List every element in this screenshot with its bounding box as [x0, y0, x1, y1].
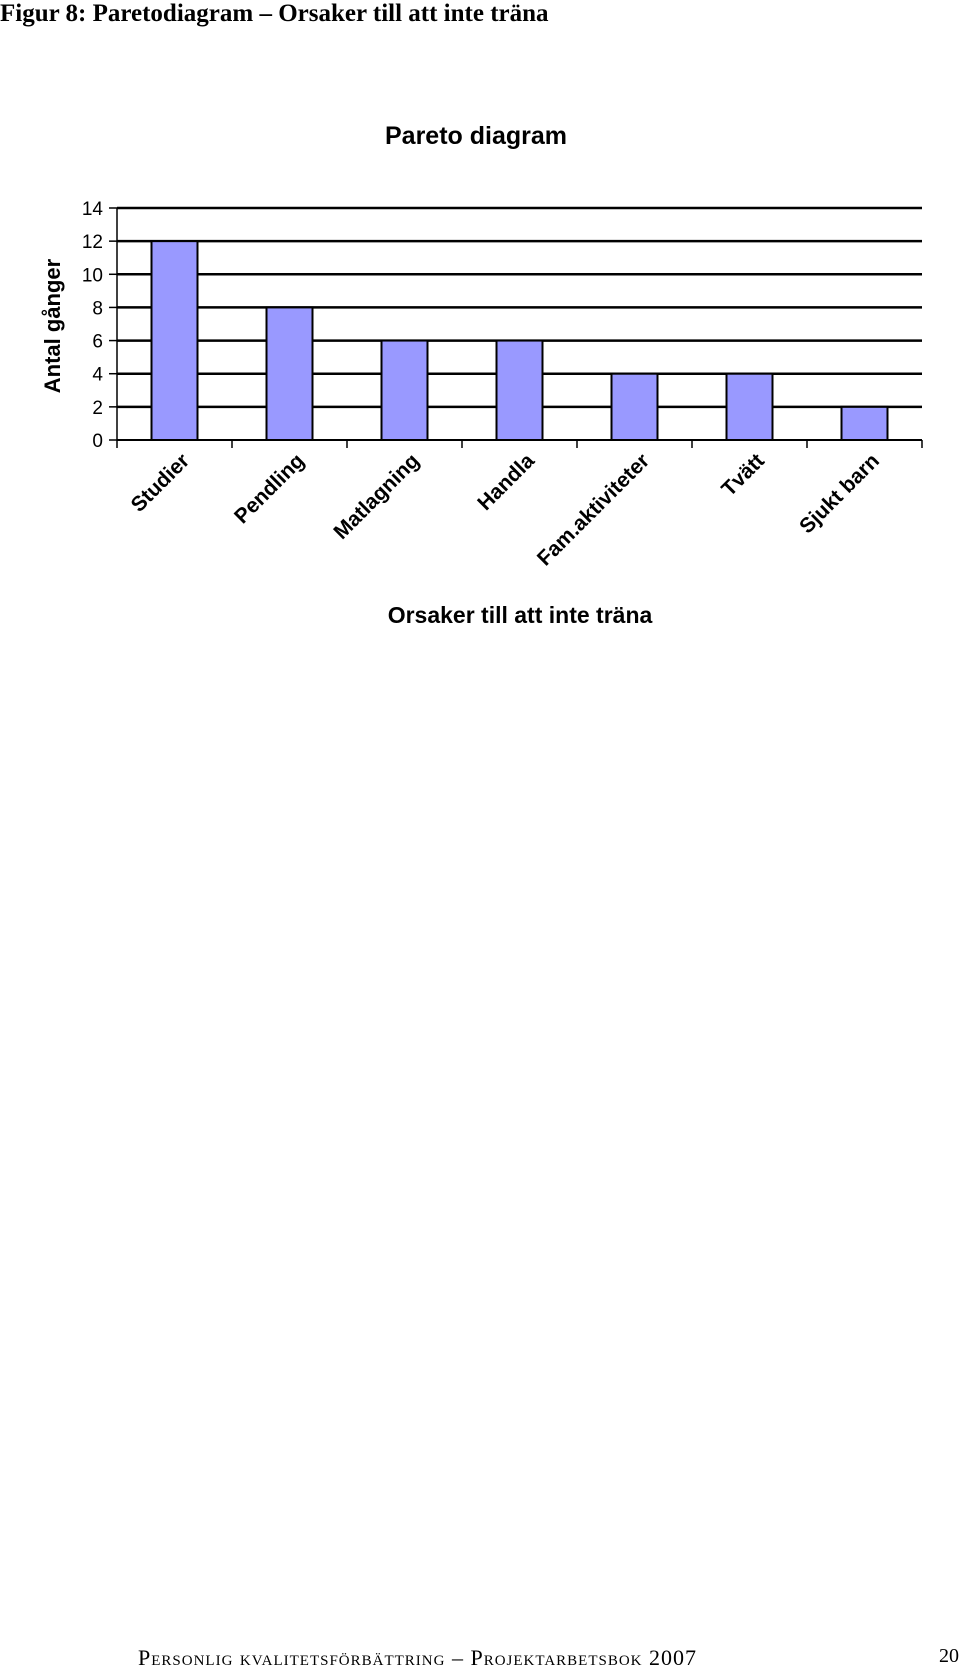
y-tick-label: 14	[82, 199, 104, 220]
y-tick-label: 12	[82, 232, 103, 253]
y-tick-labels: 0 2 4 6 8 10 12 14	[82, 199, 104, 452]
footer-text: Personlig kvalitetsförbättring – Projekt…	[138, 1645, 698, 1670]
y-axis-label: Antal gånger	[40, 258, 65, 393]
x-tick-label: Tvätt	[717, 449, 769, 501]
bar	[150, 240, 199, 441]
bar	[725, 372, 774, 442]
x-tick-label: Studier	[127, 449, 194, 516]
bar	[495, 339, 544, 442]
y-tick-label: 8	[92, 298, 103, 319]
y-tick-label: 10	[82, 265, 103, 286]
chart-title: Pareto diagram	[385, 122, 567, 150]
bar	[610, 372, 659, 442]
bar	[265, 306, 314, 441]
y-tick-label: 4	[92, 365, 103, 386]
x-tick-label: Sjukt barn	[795, 449, 884, 538]
y-tick-label: 2	[92, 398, 103, 419]
bar	[380, 339, 429, 442]
y-tick-label: 6	[92, 332, 103, 353]
y-tick-label: 0	[92, 431, 103, 452]
pareto-chart: Pareto diagram Antal gånger 02468101214 …	[40, 122, 923, 628]
bar	[840, 405, 889, 442]
x-tick-label: Fam.aktiviteter	[533, 449, 654, 570]
x-tick-label: Matlagning	[329, 449, 424, 544]
figure-caption: Figur 8: Paretodiagram – Orsaker till at…	[0, 0, 549, 27]
x-axis-label: Orsaker till att inte träna	[388, 602, 653, 628]
axes	[109, 207, 923, 448]
x-tick-label: Pendling	[230, 449, 309, 528]
x-tick-label: Handla	[473, 449, 539, 515]
page-number: 20	[939, 1645, 959, 1667]
x-tick-labels: Studier Pendling Matlagning HandlaFam.aktiv…	[127, 449, 884, 570]
